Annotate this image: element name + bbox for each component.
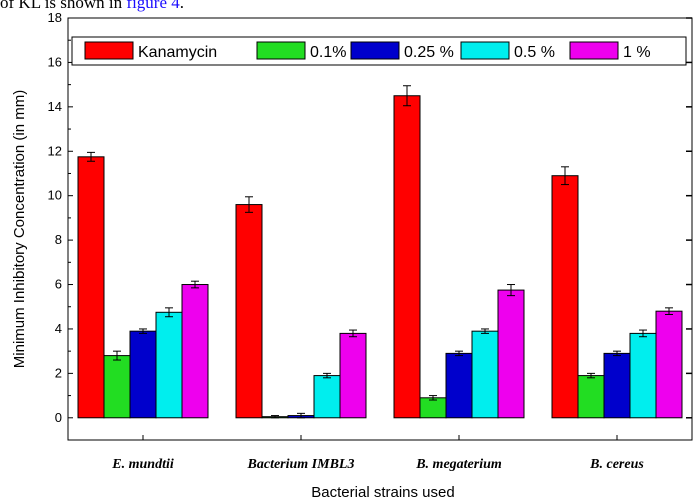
x-tick-label: Bacterium IMBL3 [247, 457, 355, 472]
bar [419, 397, 447, 419]
caption-suffix: . [179, 0, 184, 12]
y-axis: 0 2 4 6 8 10 12 14 16 18 [48, 10, 73, 425]
y-tick-label: 16 [48, 54, 62, 69]
right-axis-ticks [686, 17, 692, 419]
bar [129, 330, 157, 419]
legend-label: 0.25 % [404, 44, 454, 61]
y-tick-label: 18 [48, 10, 62, 25]
legend-swatch [460, 41, 510, 60]
x-axis-title: Bacterial strains used [311, 484, 454, 501]
caption-snippet: of KL is shown in figure 4. [0, 0, 184, 13]
x-tick-label: B. cereus [589, 457, 644, 472]
bar [445, 352, 473, 419]
y-tick-label: 0 [55, 410, 62, 425]
legend-label: 0.5 % [514, 44, 555, 61]
legend-swatch [84, 41, 134, 60]
bar [551, 175, 579, 419]
bar [103, 355, 131, 419]
y-tick-label: 2 [55, 365, 62, 380]
bar [393, 95, 421, 419]
bar [77, 156, 105, 419]
x-tick-label: B. megaterium [415, 457, 502, 472]
legend-swatch [350, 41, 400, 60]
y-tick-label: 8 [55, 232, 62, 247]
y-tick-label: 14 [48, 99, 62, 114]
legend: Kanamycin 0.1% 0.25 % 0.5 % 1 % [71, 36, 687, 66]
bar [603, 352, 631, 419]
y-axis-title: Minimum Inhibitory Concentration (in mm) [11, 90, 28, 368]
bar [471, 330, 499, 419]
legend-swatch [569, 41, 619, 60]
y-tick-label: 12 [48, 143, 62, 158]
bars-group [77, 85, 683, 419]
legend-label: 0.1% [310, 44, 346, 61]
bar [497, 289, 525, 419]
bar [629, 332, 657, 419]
legend-label: Kanamycin [138, 44, 217, 61]
y-tick-label: 6 [55, 277, 62, 292]
caption-prefix: of KL is shown in [0, 0, 127, 12]
x-axis: E. mundtii Bacterium IMBL3 B. megaterium B.… [111, 435, 644, 472]
bar [655, 310, 683, 419]
y-tick-label: 10 [48, 188, 62, 203]
legend-swatch [256, 41, 306, 60]
plot-frame [67, 17, 693, 441]
bar [181, 284, 209, 419]
bar [235, 204, 263, 419]
bar [313, 375, 341, 419]
bar [155, 311, 183, 419]
legend-label: 1 % [623, 44, 651, 61]
figure-link[interactable]: figure 4 [126, 0, 180, 12]
y-tick-label: 4 [55, 321, 62, 336]
x-tick-label: E. mundtii [111, 457, 174, 472]
bar [577, 375, 605, 419]
bar [339, 332, 367, 419]
